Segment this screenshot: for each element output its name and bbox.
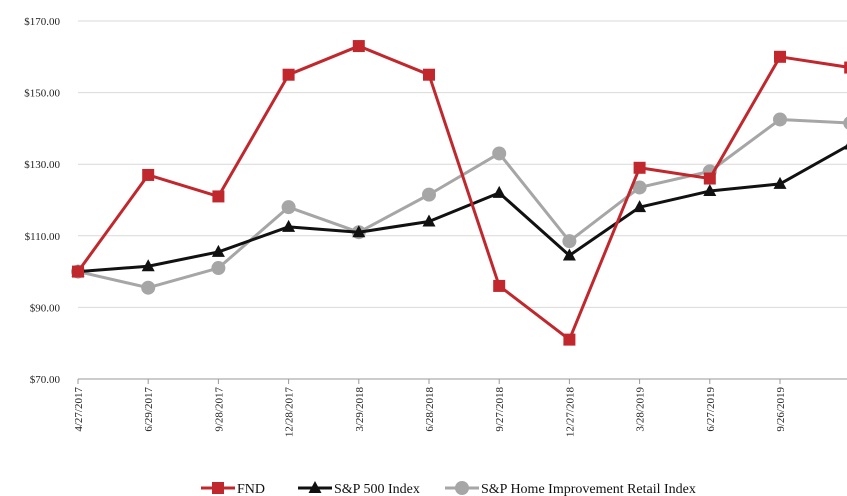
x-tick-label: 3/29/2018 — [354, 387, 366, 432]
x-tick-label: 12/28/2017 — [284, 387, 296, 438]
y-axis: $70.00 $90.00 $110.00 $130.00 $150.00 $170.00 — [24, 16, 60, 386]
data-point — [492, 146, 507, 161]
data-point — [142, 168, 155, 181]
data-point — [141, 259, 155, 272]
legend-marker — [308, 481, 322, 493]
data-point — [843, 143, 847, 150]
x-tick-label: 9/27/2018 — [494, 387, 506, 432]
series-line — [77, 117, 847, 290]
x-tick-label: 12/26/2019 — [845, 387, 847, 438]
legend-entry: S&P Home Improvement Retail Index — [445, 481, 696, 496]
data-point — [633, 200, 647, 213]
data-point — [422, 187, 436, 202]
y-tick-label: $70.00 — [30, 374, 61, 386]
data-point — [703, 172, 716, 185]
data-point — [211, 261, 226, 276]
data-point — [141, 280, 156, 295]
legend-label: FND — [237, 482, 265, 496]
legend-entry: S&P 500 Index — [298, 481, 420, 496]
data-point — [563, 333, 576, 346]
data-point — [352, 225, 366, 238]
x-tick-label: 6/28/2018 — [424, 387, 436, 432]
series-line — [77, 144, 847, 274]
x-tick-label: 3/28/2019 — [635, 387, 647, 432]
x-tick-label: 9/26/2019 — [775, 387, 787, 432]
data-point — [773, 176, 787, 189]
series-s-p-home-improvement-retail-index — [71, 112, 847, 295]
y-tick-label: $170.00 — [24, 16, 60, 28]
legend-entry: FND — [201, 482, 265, 496]
x-tick-label: 4/27/2017 — [73, 387, 85, 432]
data-point — [774, 50, 786, 63]
series-group — [71, 40, 847, 346]
gridlines — [78, 20, 847, 380]
data-point — [282, 68, 295, 81]
x-tick-label: 12/27/2018 — [564, 387, 576, 438]
series-fnd — [72, 40, 847, 346]
series-line — [76, 44, 847, 342]
x-tick-label: 9/28/2017 — [213, 387, 225, 432]
x-tick-label: 6/29/2017 — [143, 387, 155, 432]
data-point — [562, 234, 577, 249]
x-axis: 4/27/2017 6/29/2017 9/28/2017 12/28/2017 3/2… — [73, 379, 847, 437]
data-point — [423, 68, 435, 81]
data-point — [211, 244, 225, 257]
data-point — [843, 116, 847, 130]
data-point — [282, 219, 296, 232]
legend-label: S&P 500 Index — [334, 482, 420, 496]
data-point — [562, 248, 576, 261]
y-tick-label: $110.00 — [25, 231, 61, 243]
data-point — [632, 180, 647, 195]
data-point — [773, 112, 787, 127]
data-point — [352, 40, 365, 53]
data-point — [703, 184, 717, 197]
y-tick-label: $150.00 — [24, 88, 60, 100]
data-point — [633, 161, 646, 174]
series-s-p-500-index — [71, 143, 847, 277]
legend-marker — [455, 481, 469, 495]
data-point — [844, 61, 847, 74]
data-point — [281, 200, 296, 215]
data-point — [72, 265, 84, 278]
y-tick-label: $130.00 — [24, 159, 60, 171]
data-point — [493, 279, 506, 292]
legend: FND S&P 500 Index S&P Home Improvement Ret… — [201, 481, 696, 496]
data-point — [422, 214, 436, 227]
data-point — [212, 190, 225, 203]
data-point — [492, 185, 506, 198]
x-tick-label: 6/27/2019 — [705, 387, 717, 432]
y-tick-label: $90.00 — [30, 302, 61, 314]
legend-marker — [212, 482, 224, 494]
legend-label: S&P Home Improvement Retail Index — [481, 482, 696, 496]
